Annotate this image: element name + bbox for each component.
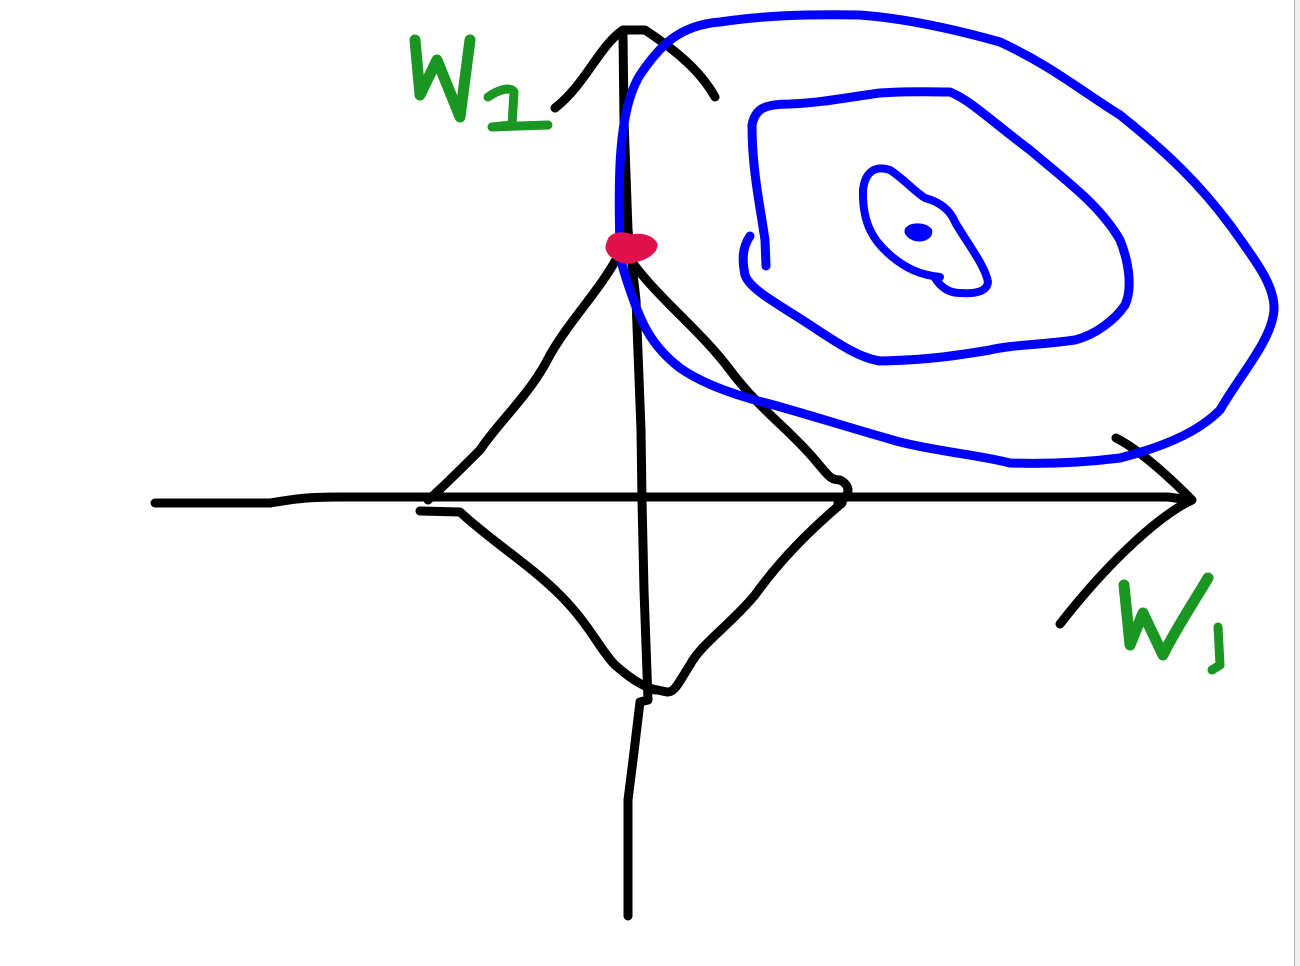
label-w2-subscript xyxy=(483,84,553,132)
constraint-diamond xyxy=(415,251,853,697)
diamond-lower-right-edge xyxy=(643,498,847,697)
axis-labels xyxy=(409,34,1225,675)
contour-middle xyxy=(738,87,1134,366)
contour-outer xyxy=(614,10,1279,468)
loss-contours xyxy=(614,10,1279,468)
diamond-upper-right-edge xyxy=(627,257,853,508)
horizontal-axis xyxy=(150,492,1195,508)
diamond-lower-left-edge xyxy=(415,506,660,695)
label-w1-subscript xyxy=(1207,622,1225,675)
window-right-border xyxy=(1294,0,1300,966)
label-w1-letter-w xyxy=(1118,572,1214,661)
vertical-axis-arrowhead xyxy=(550,25,720,113)
horizontal-axis-arrowhead xyxy=(1055,433,1197,629)
diamond-upper-left-edge xyxy=(423,251,623,505)
solution-point xyxy=(605,232,658,264)
label-w1 xyxy=(1118,572,1225,675)
label-w2 xyxy=(409,34,553,132)
axes xyxy=(150,25,1197,921)
solution-point-group xyxy=(605,232,658,264)
label-w2-letter-w xyxy=(409,34,476,123)
minimum-point xyxy=(904,223,933,242)
contour-inner xyxy=(858,164,992,298)
vertical-axis xyxy=(618,30,653,921)
